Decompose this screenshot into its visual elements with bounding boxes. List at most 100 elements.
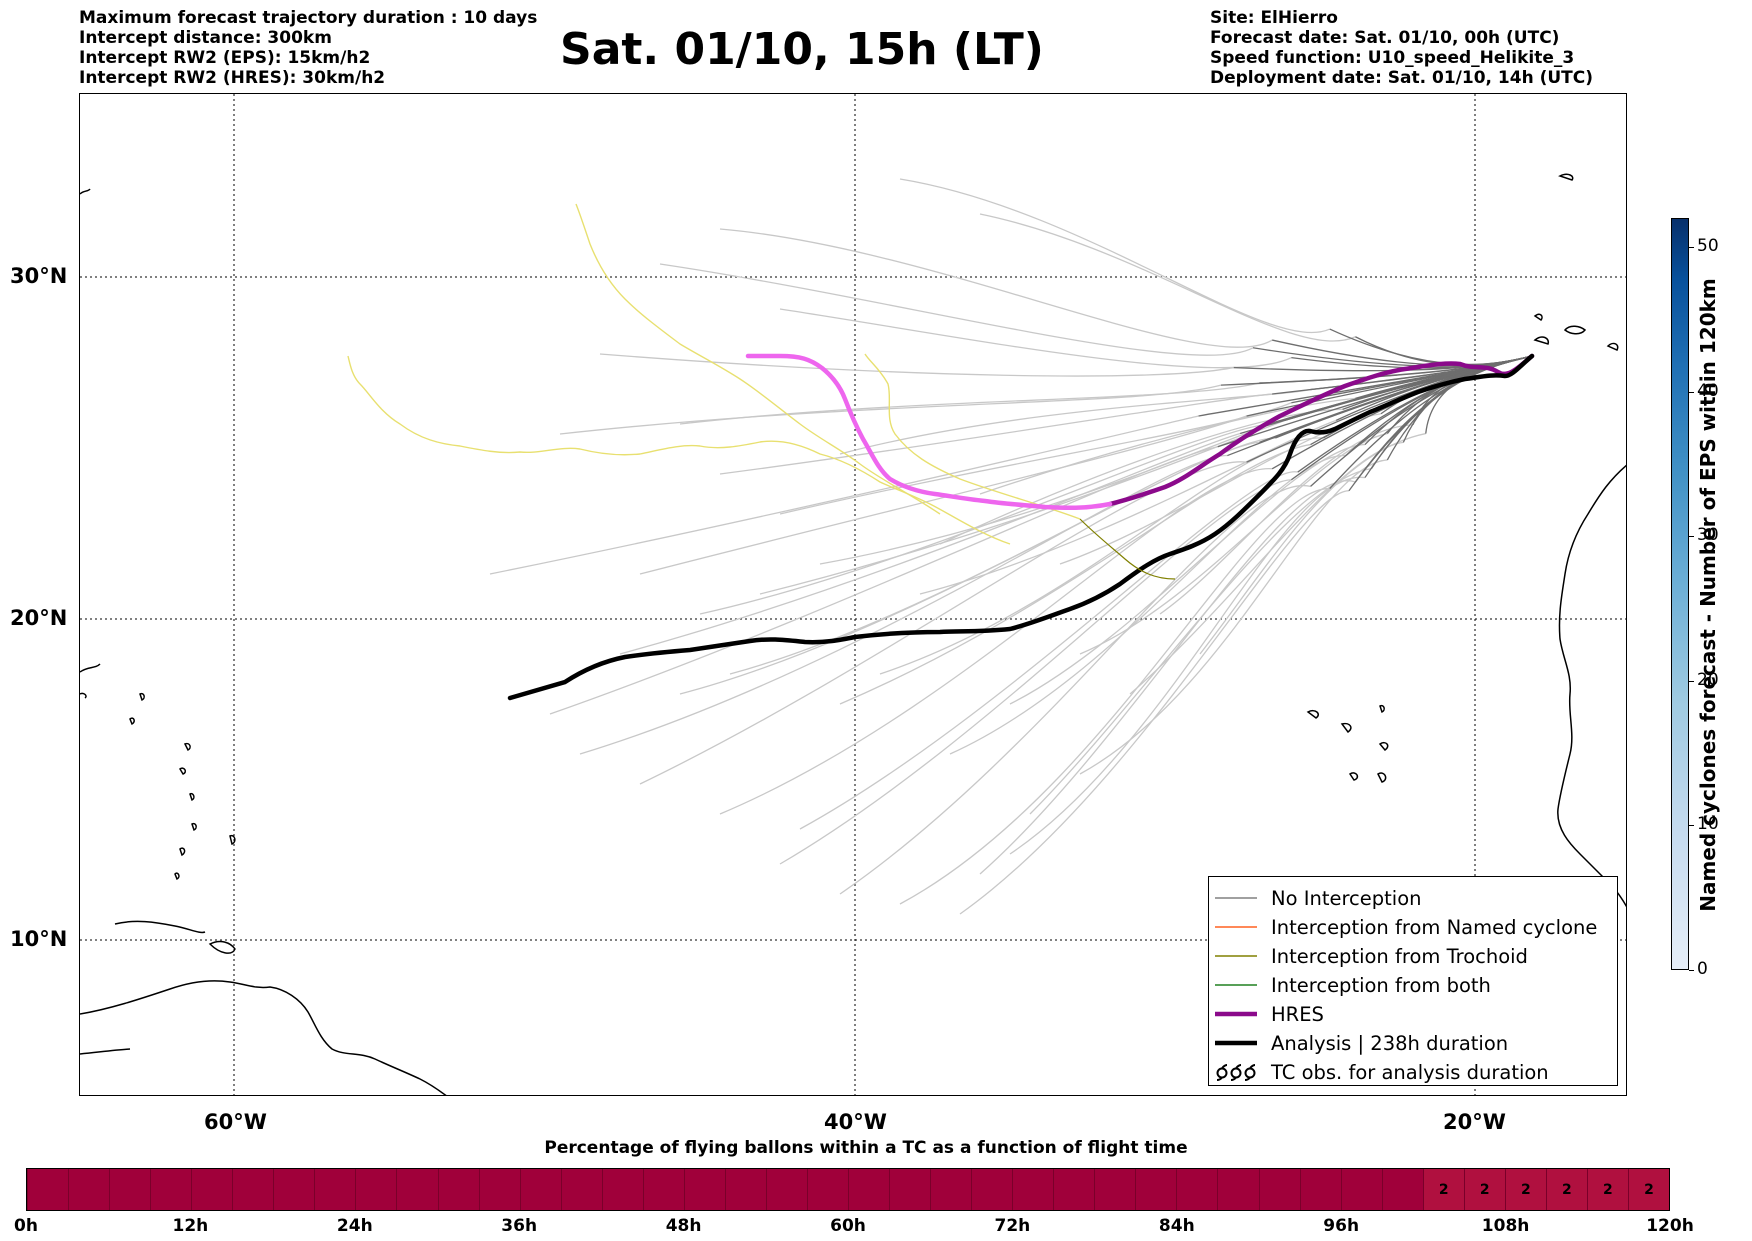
antilles-island — [183, 742, 191, 752]
analysis-trajectory — [507, 353, 1535, 701]
header-left-line: Intercept distance: 300km — [79, 28, 332, 48]
time-bar-segment — [1381, 1169, 1423, 1210]
legend-label: HRES — [1271, 1002, 1324, 1026]
legend-swatch — [1215, 914, 1257, 940]
south-america-coast-inner — [80, 1048, 131, 1055]
legend-label: Interception from Named cyclone — [1271, 915, 1598, 939]
caribbean-coast — [114, 920, 206, 934]
legend-item-both: Interception from both — [1215, 972, 1491, 998]
header-right-line: Site: ElHierro — [1210, 8, 1338, 28]
time-bar-segment — [724, 1169, 766, 1210]
time-bar-segment-value: 2 — [1561, 1182, 1572, 1198]
eps-trajectory-near — [1329, 328, 1533, 366]
colorbar-tickmark — [1689, 391, 1694, 393]
colorbar-tickmark — [1689, 536, 1694, 538]
time-bar-segment: 2 — [1422, 1169, 1464, 1210]
eps-trajectories-near — [1198, 328, 1533, 492]
colorbar-tick-label: 0 — [1697, 959, 1708, 979]
time-bar-segment — [150, 1169, 191, 1210]
colorbar-tickmark — [1689, 246, 1694, 248]
eps-trajectory-far — [979, 213, 1356, 342]
time-bar-tick-label: 12h — [172, 1216, 209, 1236]
canary-islands — [1533, 313, 1543, 322]
time-bar-tick-label: 72h — [994, 1216, 1031, 1236]
time-bar-tick-label: 108h — [1481, 1216, 1530, 1236]
time-bar-segment — [1340, 1169, 1382, 1210]
time-bar-segment-value: 2 — [1479, 1182, 1490, 1198]
time-bar-segment — [68, 1169, 109, 1210]
colorbar-tickmark — [1689, 680, 1694, 682]
eps-trajectory-far — [949, 454, 1346, 755]
hres-trajectory-far — [745, 353, 1113, 511]
time-bar-segment — [601, 1169, 643, 1210]
eps-trajectory-far — [1129, 441, 1404, 695]
time-bar-tick-label: 0h — [14, 1216, 38, 1236]
time-bar-segment — [1094, 1169, 1135, 1210]
eps-trajectory-far — [699, 424, 1266, 615]
eps-trajectories-far — [489, 178, 1426, 915]
eps-trajectory-far — [779, 479, 1292, 865]
eps-trajectory-trochoid — [347, 355, 1011, 545]
legend-item-named-cyclone: Interception from Named cyclone — [1215, 914, 1597, 940]
time-bar-segment — [642, 1169, 684, 1210]
eps-trajectory-far — [1079, 432, 1388, 655]
antilles-island — [174, 872, 180, 881]
legend-item-no-interception: No Interception — [1215, 885, 1422, 911]
eps-trajectory-far — [959, 490, 1349, 915]
antilles-island — [191, 822, 197, 832]
eps-trajectory-far — [639, 461, 1247, 785]
antilles-island — [229, 834, 236, 846]
eps-trajectory-far — [1009, 476, 1366, 855]
cape-verde-islands — [1377, 772, 1387, 783]
colorbar-tickmark — [1689, 970, 1694, 971]
lat-label-20n: 20°N — [10, 606, 68, 630]
header-left-line: Intercept RW2 (EPS): 15km/h2 — [79, 48, 371, 68]
lon-label-20w: 20°W — [1443, 1110, 1506, 1134]
eps-trajectory-trochoid — [575, 203, 941, 515]
time-bar-segment — [971, 1169, 1012, 1210]
eps-trajectory-trochoid — [864, 353, 1081, 520]
time-bar-segment — [848, 1169, 889, 1210]
time-bar-segment: 2 — [1627, 1169, 1669, 1210]
cape-verde-islands — [1348, 772, 1359, 781]
time-bar-segment — [683, 1169, 725, 1210]
colorbar-label: Named cyclones forecast - Number of EPS … — [1696, 278, 1720, 912]
eps-trajectory-far — [659, 263, 1254, 356]
eps-trajectory-far — [639, 415, 1247, 575]
time-bar-segment — [1012, 1169, 1053, 1210]
time-bar-segment — [1176, 1169, 1217, 1210]
eps-trajectory-far — [1199, 432, 1426, 655]
eps-trajectory-far — [599, 353, 1234, 377]
eps-trajectory-far — [559, 384, 1222, 435]
eps-trajectory-far — [719, 393, 1273, 475]
header-left-line: Maximum forecast trajectory duration : 1… — [79, 8, 538, 28]
time-bar-segment — [765, 1169, 807, 1210]
header-left: Maximum forecast trajectory duration : 1… — [79, 8, 537, 88]
antilles-island — [129, 717, 135, 726]
page-title: Sat. 01/10, 15h (LT) — [560, 24, 1044, 75]
coastlines — [80, 173, 1626, 1095]
legend-swatch — [1215, 1030, 1257, 1056]
time-bar-segment — [560, 1169, 602, 1210]
time-bar-segment-value: 2 — [1644, 1182, 1654, 1198]
lon-label-40w: 40°W — [824, 1110, 887, 1134]
header-right-line: Deployment date: Sat. 01/10, 14h (UTC) — [1210, 68, 1594, 88]
cape-verde-islands — [1378, 741, 1389, 751]
colorbar-tick-label: 30 — [1697, 525, 1719, 546]
header-right-line: Speed function: U10_speed_Helikite_3 — [1210, 48, 1575, 68]
africa-coast — [1557, 464, 1626, 908]
hres-trajectory-near — [1107, 353, 1535, 507]
colorbar-tick-label: 20 — [1697, 669, 1719, 690]
cape-verde-islands — [1306, 709, 1320, 719]
time-bar-segment — [396, 1169, 437, 1210]
legend-label: Interception from Trochoid — [1271, 944, 1528, 968]
eps-trajectory-near — [1272, 339, 1533, 366]
time-bar-segment: 2 — [1586, 1169, 1628, 1210]
eps-trajectory-far — [839, 484, 1311, 895]
eps-trajectory-far — [579, 454, 1228, 755]
time-bar-segment — [519, 1169, 561, 1210]
legend-swatch — [1215, 943, 1257, 969]
colorbar — [1671, 218, 1689, 970]
time-bar-tick-label: 120h — [1646, 1216, 1694, 1236]
time-bar-segment — [27, 1169, 68, 1210]
